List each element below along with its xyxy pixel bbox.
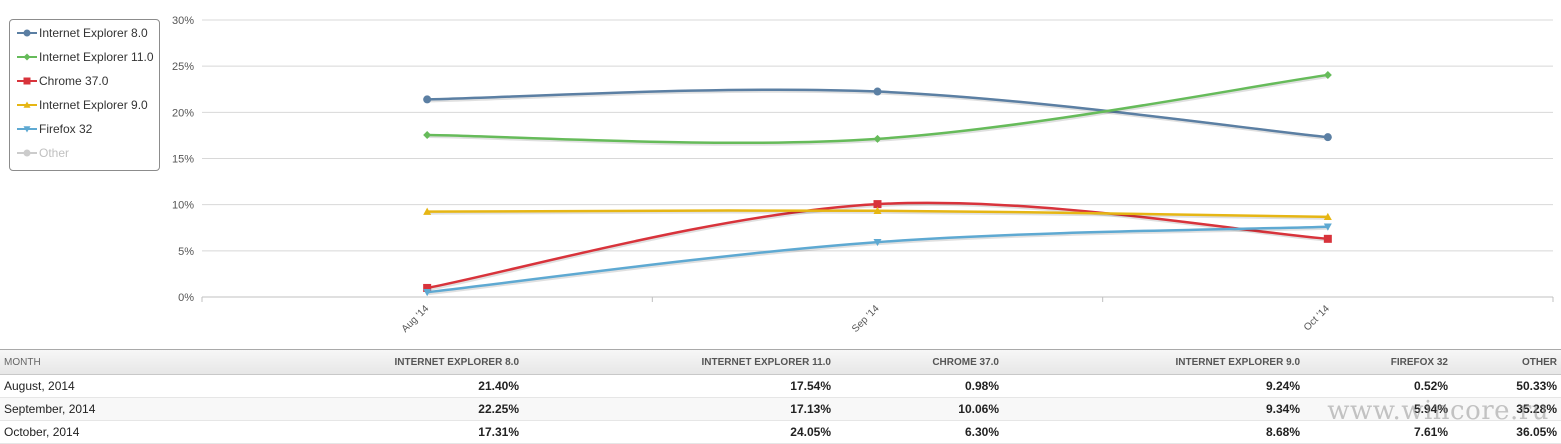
data-point bbox=[423, 288, 432, 297]
y-tick-label: 15% bbox=[172, 154, 194, 166]
y-tick-label: 0% bbox=[178, 292, 194, 304]
data-point bbox=[423, 283, 432, 292]
table-row: September, 2014 22.25% 17.13% 10.06% 9.3… bbox=[0, 397, 1561, 421]
x-tick-label: Aug '14 bbox=[400, 303, 432, 335]
data-table: MONTH INTERNET EXPLORER 8.0 INTERNET EXP… bbox=[0, 349, 1561, 444]
series-chrome-37-0 bbox=[423, 200, 1332, 292]
data-point bbox=[423, 131, 432, 140]
cell-value: 5.94% bbox=[1304, 397, 1452, 421]
cell-value: 0.52% bbox=[1304, 374, 1452, 398]
cell-value: 17.31% bbox=[190, 420, 523, 444]
legend-label: Internet Explorer 9.0 bbox=[39, 98, 148, 112]
cell-value: 0.98% bbox=[835, 374, 1003, 398]
data-point bbox=[23, 101, 31, 108]
x-tick-label: Oct '14 bbox=[1302, 303, 1332, 333]
data-point bbox=[873, 87, 882, 96]
legend-swatch bbox=[17, 126, 37, 133]
legend-item[interactable]: Other bbox=[10, 146, 159, 170]
cell-value: 9.24% bbox=[1003, 374, 1304, 398]
legend-item[interactable]: Internet Explorer 11.0 bbox=[10, 50, 159, 74]
y-tick-label: 25% bbox=[172, 61, 194, 73]
data-point bbox=[873, 206, 882, 214]
cell-value: 17.54% bbox=[523, 374, 835, 398]
series-internet-explorer-8-0 bbox=[423, 87, 1332, 142]
header-ie9[interactable]: INTERNET EXPLORER 9.0 bbox=[1003, 349, 1304, 375]
data-point bbox=[873, 200, 882, 209]
cell-value: 10.06% bbox=[835, 397, 1003, 421]
series-line bbox=[427, 73, 1329, 145]
header-chrome37[interactable]: CHROME 37.0 bbox=[835, 349, 1003, 375]
data-point bbox=[423, 95, 432, 104]
series-internet-explorer-11-0 bbox=[423, 70, 1332, 146]
series-firefox-32 bbox=[423, 223, 1332, 297]
legend-label: Internet Explorer 8.0 bbox=[39, 26, 148, 40]
data-point bbox=[23, 77, 31, 85]
data-point bbox=[23, 29, 31, 37]
table-header-row: MONTH INTERNET EXPLORER 8.0 INTERNET EXP… bbox=[0, 349, 1561, 375]
data-point bbox=[873, 134, 882, 143]
cell-value: 36.05% bbox=[1452, 420, 1561, 444]
cell-month: August, 2014 bbox=[0, 374, 190, 398]
legend-swatch bbox=[17, 101, 37, 108]
series-shadow bbox=[428, 73, 1330, 146]
data-point bbox=[1323, 70, 1332, 79]
legend-item[interactable]: Internet Explorer 9.0 bbox=[10, 98, 159, 122]
data-point bbox=[423, 207, 432, 215]
cell-value: 6.30% bbox=[835, 420, 1003, 444]
cell-value: 9.34% bbox=[1003, 397, 1304, 421]
x-tick-label: Sep '14 bbox=[850, 303, 882, 335]
series-shadow bbox=[427, 225, 1329, 296]
table-row: October, 2014 17.31% 24.05% 6.30% 8.68% … bbox=[0, 420, 1561, 444]
legend-swatch bbox=[17, 77, 37, 85]
data-point bbox=[23, 126, 31, 133]
legend-swatch bbox=[17, 53, 37, 61]
legend-item[interactable]: Internet Explorer 8.0 bbox=[10, 26, 159, 50]
cell-value: 35.28% bbox=[1452, 397, 1561, 421]
data-point bbox=[1323, 133, 1332, 142]
y-tick-label: 5% bbox=[178, 246, 194, 258]
cell-month: September, 2014 bbox=[0, 397, 190, 421]
legend-label: Firefox 32 bbox=[39, 122, 93, 136]
chart-canvas: 0% 5% 10% 15% 20% 25% 30% Aug '14 Sep '14 Oct '14 bbox=[172, 15, 1554, 335]
header-firefox32[interactable]: FIREFOX 32 bbox=[1304, 349, 1452, 375]
y-tick-label: 30% bbox=[172, 15, 194, 27]
cell-value: 17.13% bbox=[523, 397, 835, 421]
legend-label: Internet Explorer 11.0 bbox=[39, 50, 154, 64]
data-point bbox=[23, 53, 31, 61]
table-row: August, 2014 21.40% 17.54% 0.98% 9.24% 0… bbox=[0, 374, 1561, 398]
data-point bbox=[873, 238, 882, 247]
header-ie8[interactable]: INTERNET EXPLORER 8.0 bbox=[190, 349, 523, 375]
cell-value: 21.40% bbox=[190, 374, 523, 398]
cell-value: 22.25% bbox=[190, 397, 523, 421]
cell-month: October, 2014 bbox=[0, 420, 190, 444]
y-tick-label: 20% bbox=[172, 107, 194, 119]
data-point bbox=[23, 149, 31, 157]
cell-value: 24.05% bbox=[523, 420, 835, 444]
legend-swatch bbox=[17, 29, 37, 37]
header-other[interactable]: OTHER bbox=[1452, 349, 1561, 375]
line-chart: 0% 5% 10% 15% 20% 25% 30% Aug '14 Sep '14 Oct '14… bbox=[9, 15, 1554, 335]
y-tick-label: 10% bbox=[172, 200, 194, 212]
legend-swatch bbox=[17, 149, 37, 157]
chart-legend: Internet Explorer 8.0 Internet Explorer 1… bbox=[9, 19, 160, 171]
series-internet-explorer-9-0 bbox=[423, 206, 1332, 221]
legend-item[interactable]: Firefox 32 bbox=[10, 122, 159, 146]
data-point bbox=[1323, 223, 1332, 231]
header-ie11[interactable]: INTERNET EXPLORER 11.0 bbox=[523, 349, 835, 375]
legend-item[interactable]: Chrome 37.0 bbox=[10, 74, 159, 98]
data-point bbox=[1323, 234, 1332, 243]
header-month[interactable]: MONTH bbox=[0, 349, 190, 375]
legend-label: Other bbox=[39, 146, 70, 160]
cell-value: 7.61% bbox=[1304, 420, 1452, 444]
data-point bbox=[1323, 212, 1332, 221]
cell-value: 50.33% bbox=[1452, 374, 1561, 398]
cell-value: 8.68% bbox=[1003, 420, 1304, 444]
legend-label: Chrome 37.0 bbox=[39, 74, 109, 88]
